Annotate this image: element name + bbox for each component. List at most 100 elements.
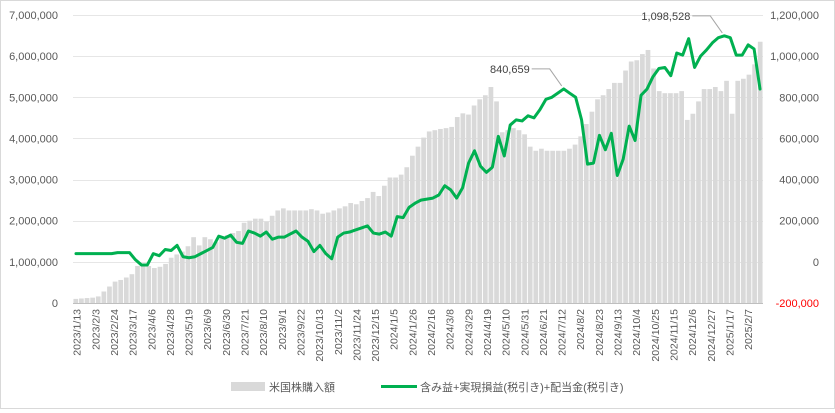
right-tick-label: 200,000 [779, 216, 819, 228]
bar [359, 200, 365, 303]
bar [466, 114, 471, 303]
bar [398, 174, 404, 303]
bar [95, 296, 101, 303]
x-tick-label: 2023/9/1 [277, 309, 289, 350]
bar [718, 91, 724, 303]
x-tick-label: 2023/11/2 [333, 309, 345, 355]
bar [673, 93, 679, 303]
bar [511, 128, 516, 303]
bar [600, 95, 606, 303]
bar [213, 242, 219, 303]
x-tick-label: 2024/1/26 [407, 309, 419, 356]
bar [275, 210, 281, 303]
x-tick-label: 2024/5/31 [519, 309, 531, 356]
bar [544, 150, 550, 303]
bar [393, 177, 398, 303]
x-tick-label: 2023/5/19 [184, 309, 196, 356]
x-tick-label: 2024/10/25 [650, 309, 662, 362]
bar [258, 218, 264, 303]
bar [140, 265, 146, 303]
bar [696, 101, 701, 304]
left-tick-label: 3,000,000 [9, 175, 58, 187]
bar [640, 54, 645, 304]
legend: 米国株購入額 含み益+実現損益(税引き)+配当金(税引き) [231, 380, 624, 394]
bar [471, 105, 477, 303]
bar [219, 237, 225, 303]
bar [79, 298, 84, 303]
bar [236, 231, 241, 303]
x-tick-label: 2023/1/13 [72, 309, 84, 356]
bar [309, 209, 314, 303]
bar [527, 146, 533, 303]
bar [151, 268, 157, 303]
line-series [74, 34, 762, 267]
bar [370, 191, 376, 303]
bar [303, 210, 309, 303]
x-tick-label: 2024/5/10 [501, 309, 513, 356]
bar [135, 265, 140, 303]
bar [561, 150, 567, 303]
bar [628, 61, 634, 303]
bar [269, 215, 275, 303]
bar [118, 279, 124, 303]
x-tick-label: 2023/10/13 [314, 309, 326, 362]
bar [325, 212, 331, 303]
x-tick-label: 2024/11/15 [668, 309, 680, 361]
bar [426, 131, 432, 303]
bar [320, 213, 325, 303]
bar [342, 206, 348, 303]
bar [101, 291, 107, 303]
bar [421, 137, 426, 303]
x-tick-label: 2025/1/17 [724, 309, 736, 356]
bar [410, 155, 415, 303]
bar [589, 111, 595, 303]
bar [443, 128, 449, 303]
bar [129, 274, 135, 303]
bar [208, 239, 213, 303]
bar [365, 198, 370, 303]
bar [516, 130, 522, 303]
right-axis: -200,000 0 200,000 400,000 600,000 800,000 1,0… [770, 10, 819, 310]
bar [185, 246, 191, 303]
annotation-label: 840,659 [490, 64, 530, 76]
right-tick-label: 1,200,000 [770, 10, 819, 22]
bar [645, 49, 651, 303]
left-tick-label: 6,000,000 [9, 51, 58, 63]
x-tick-label: 2024/3/29 [463, 309, 475, 356]
x-tick-label: 2024/12/6 [687, 309, 699, 356]
bar [438, 128, 443, 303]
bar [348, 203, 354, 303]
x-tick-label: 2024/3/8 [445, 309, 457, 350]
bar [735, 80, 741, 303]
bar [112, 281, 118, 303]
right-tick-label: 400,000 [779, 175, 819, 187]
x-tick-label: 2023/2/24 [109, 309, 121, 356]
bar [741, 78, 746, 304]
bar [449, 126, 455, 303]
bar [752, 64, 757, 303]
left-tick-label: 4,000,000 [9, 133, 58, 145]
bar [488, 87, 494, 303]
x-tick-label: 2024/2/16 [426, 309, 438, 356]
bar [567, 148, 572, 303]
x-tick-label: 2023/11/24 [351, 309, 363, 361]
bar [297, 210, 303, 303]
bar [157, 266, 163, 303]
left-tick-label: 7,000,000 [9, 10, 58, 22]
bar [387, 177, 393, 303]
annotation-leader [692, 15, 723, 34]
bar [84, 298, 90, 303]
bar [337, 208, 342, 303]
bar [454, 117, 460, 303]
bar [196, 245, 202, 303]
x-tick-label: 2024/10/4 [631, 309, 643, 356]
bar [224, 235, 230, 303]
bar [281, 208, 286, 303]
x-axis: 2023/1/13 2023/2/3 2023/2/24 2023/3/17 2023/… [72, 303, 763, 362]
left-tick-label: 1,000,000 [9, 257, 58, 269]
bar [505, 130, 511, 303]
x-tick-label: 2024/7/12 [557, 309, 569, 356]
legend-bar-swatch [231, 382, 265, 391]
